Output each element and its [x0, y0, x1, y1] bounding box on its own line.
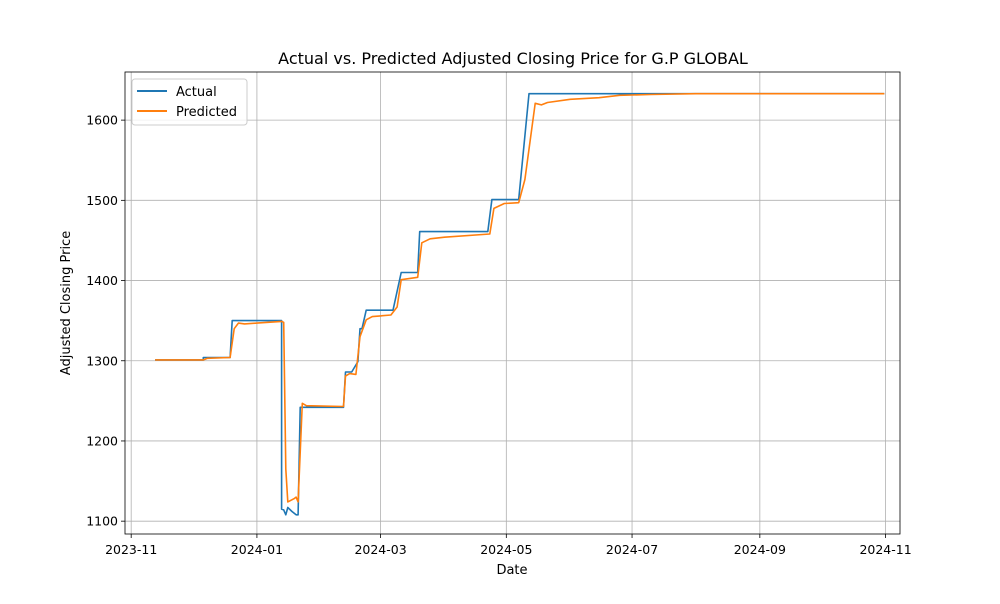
y-axis-ticks: 1100 1200 1300 1400 1500 1600	[86, 113, 125, 529]
x-tick-label: 2024-07	[606, 542, 658, 557]
series-line-predicted	[155, 92, 885, 503]
x-tick-label: 2023-11	[105, 542, 157, 557]
legend: Actual Predicted	[131, 78, 248, 126]
plot-frame	[124, 71, 901, 535]
x-tick-label: 2024-01	[231, 542, 283, 557]
x-tick-label: 2024-09	[734, 542, 786, 557]
x-tick-label: 2024-11	[859, 542, 911, 557]
x-axis-label: Date	[496, 563, 527, 578]
chart-title: Actual vs. Predicted Adjusted Closing Pr…	[278, 49, 748, 68]
y-axis-label: Adjusted Closing Price	[59, 231, 74, 375]
legend-label-actual: Actual	[176, 85, 217, 100]
x-axis-ticks: 2023-11 2024-01 2024-03 2024-05 2024-07 2024-…	[105, 534, 912, 557]
series-lines	[155, 92, 885, 516]
x-tick-label: 2024-05	[480, 542, 532, 557]
y-tick-label: 1400	[86, 273, 118, 288]
y-tick-label: 1300	[86, 353, 118, 368]
y-tick-label: 1200	[86, 433, 118, 448]
x-tick-label: 2024-03	[354, 542, 406, 557]
y-tick-label: 1500	[86, 193, 118, 208]
legend-label-predicted: Predicted	[176, 105, 237, 120]
y-tick-label: 1600	[86, 113, 118, 128]
grid-lines	[125, 72, 900, 534]
y-tick-label: 1100	[86, 514, 118, 529]
